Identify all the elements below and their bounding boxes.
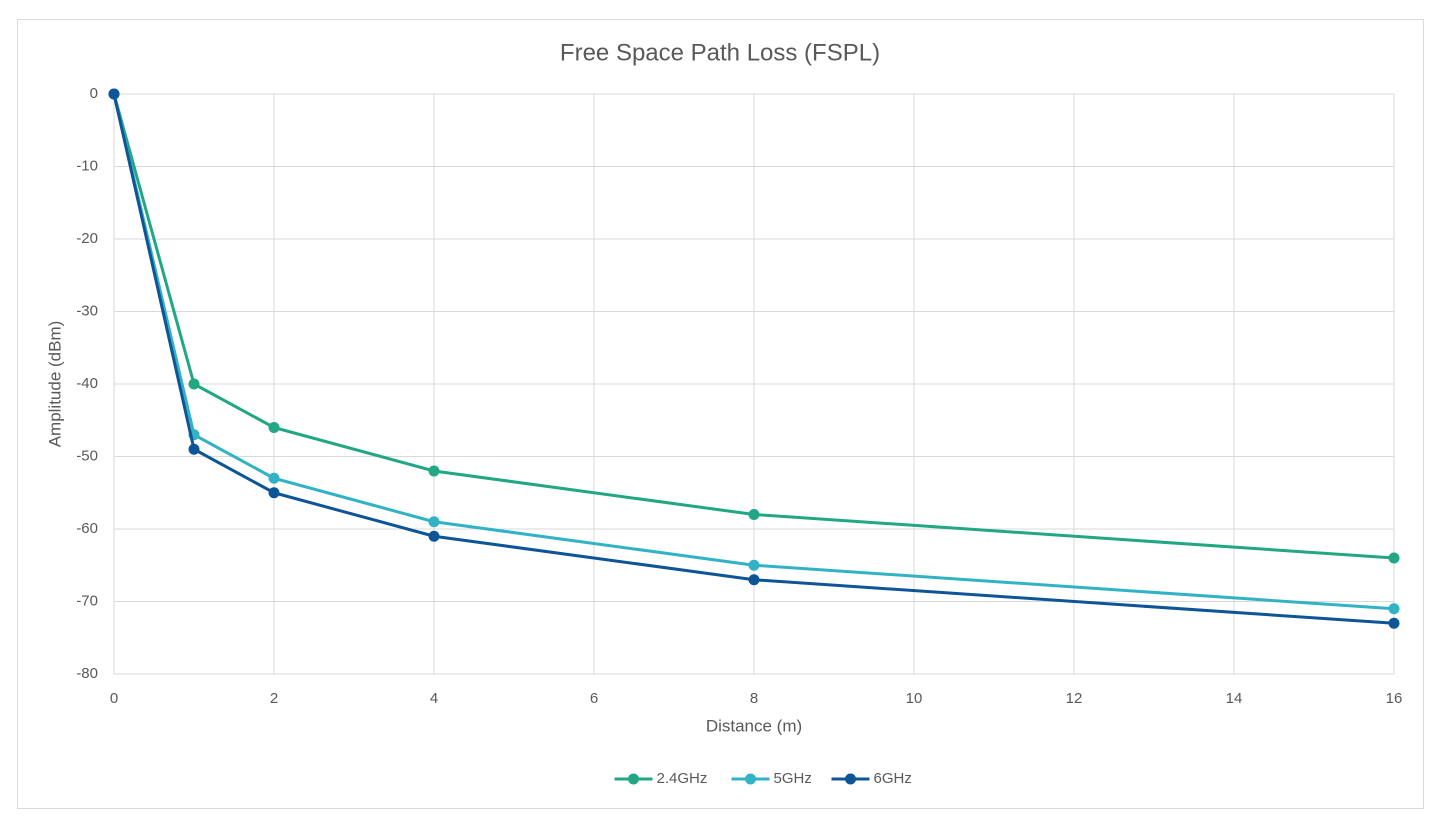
legend-item: 5GHz <box>731 770 812 787</box>
data-point <box>188 443 200 455</box>
data-point <box>268 422 280 433</box>
x-tick-label: 6 <box>590 690 598 707</box>
legend-marker <box>628 773 639 785</box>
y-tick-label: -50 <box>76 447 98 464</box>
data-point <box>108 88 120 100</box>
y-tick-label: -80 <box>76 665 98 682</box>
y-tick-label: -70 <box>76 592 98 609</box>
data-point <box>1388 603 1400 615</box>
x-tick-label: 16 <box>1386 690 1403 707</box>
data-point <box>188 378 200 390</box>
x-tick-label: 4 <box>430 690 438 707</box>
x-tick-label: 2 <box>270 690 278 707</box>
legend-item: 6GHz <box>831 770 912 787</box>
chart-frame <box>17 19 1424 809</box>
chart-title: Free Space Path Loss (FSPL) <box>560 39 880 66</box>
legend-marker <box>745 773 756 785</box>
data-point <box>1388 552 1400 564</box>
y-tick-label: -20 <box>76 230 98 247</box>
data-point <box>268 487 280 499</box>
legend-item: 2.4GHz <box>614 770 708 787</box>
legend-label: 2.4GHz <box>657 770 708 787</box>
series-line <box>112 93 1395 611</box>
data-point <box>428 530 440 542</box>
x-tick-label: 12 <box>1066 690 1083 707</box>
x-tick-label: 0 <box>110 690 118 707</box>
y-axis-label: Amplitude (dBm) <box>45 321 64 448</box>
x-tick-label: 10 <box>906 690 923 707</box>
x-tick-label: 8 <box>750 690 758 707</box>
data-point <box>428 516 440 528</box>
x-axis-label: Distance (m) <box>706 716 802 735</box>
data-point <box>748 509 760 520</box>
y-tick-label: -60 <box>76 520 98 537</box>
data-point <box>268 472 280 484</box>
y-tick-label: 0 <box>90 85 98 102</box>
data-point <box>428 465 440 477</box>
y-tick-label: -10 <box>76 157 98 174</box>
series-line <box>112 93 1395 560</box>
legend-label: 5GHz <box>774 770 812 787</box>
y-tick-label: -40 <box>76 375 98 392</box>
data-point <box>748 559 760 571</box>
legend-label: 6GHz <box>874 770 912 787</box>
series-line <box>112 93 1395 625</box>
y-tick-label: -30 <box>76 302 98 319</box>
data-point <box>1388 617 1400 629</box>
x-tick-label: 14 <box>1226 690 1243 707</box>
legend-marker <box>845 773 856 785</box>
data-point <box>748 574 760 586</box>
